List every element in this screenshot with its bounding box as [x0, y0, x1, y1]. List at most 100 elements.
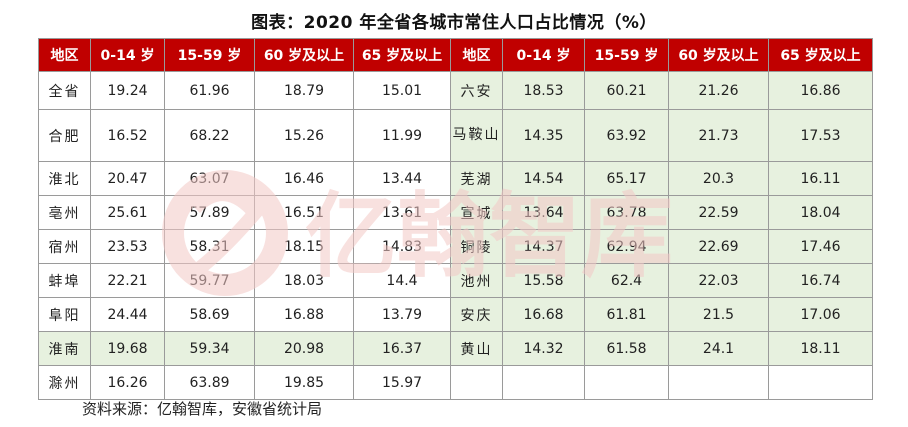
data-cell: 17.46 — [768, 229, 873, 264]
data-cell — [584, 365, 669, 400]
data-cell: 14.37 — [502, 229, 585, 264]
region-name: 马鞍山 — [450, 109, 503, 162]
column-header: 地区 — [38, 38, 91, 72]
data-cell: 22.69 — [668, 229, 769, 264]
data-cell: 61.96 — [164, 71, 255, 110]
chart-title: 图表：2020 年全省各城市常住人口占比情况（%） — [251, 13, 657, 33]
source-note: 资料来源：亿翰智库，安徽省统计局 — [82, 400, 323, 418]
table-row: 全省 19.24 61.96 18.79 15.01 六安 18.53 60.21 21.26 1… — [38, 71, 873, 110]
column-header: 15-59 岁 — [584, 38, 669, 72]
column-header: 地区 — [450, 38, 503, 72]
data-cell: 21.26 — [668, 71, 769, 110]
region-name: 铜陵 — [450, 229, 503, 264]
data-cell: 16.26 — [90, 365, 165, 400]
data-cell: 24.44 — [90, 297, 165, 332]
data-cell: 16.68 — [502, 297, 585, 332]
region-name: 宿州 — [38, 229, 91, 264]
column-header: 65 岁及以上 — [768, 38, 873, 72]
data-cell: 20.98 — [254, 331, 354, 366]
data-cell: 16.88 — [254, 297, 354, 332]
data-cell: 13.44 — [353, 161, 451, 196]
data-cell: 57.89 — [164, 195, 255, 230]
data-cell: 11.99 — [353, 109, 451, 162]
data-cell: 13.79 — [353, 297, 451, 332]
column-header: 60 岁及以上 — [668, 38, 769, 72]
data-cell: 17.06 — [768, 297, 873, 332]
data-cell: 63.07 — [164, 161, 255, 196]
table-row: 蚌埠 22.21 59.77 18.03 14.4 池州 15.58 62.4 22.03 16.… — [38, 263, 873, 298]
data-cell: 19.24 — [90, 71, 165, 110]
data-cell: 59.77 — [164, 263, 255, 298]
data-cell: 60.21 — [584, 71, 669, 110]
data-cell — [668, 365, 769, 400]
column-header: 15-59 岁 — [164, 38, 255, 72]
data-cell — [502, 365, 585, 400]
data-cell: 18.03 — [254, 263, 354, 298]
data-cell: 59.34 — [164, 331, 255, 366]
data-cell: 16.46 — [254, 161, 354, 196]
data-cell: 16.86 — [768, 71, 873, 110]
region-name: 淮南 — [38, 331, 91, 366]
data-cell: 21.73 — [668, 109, 769, 162]
data-cell: 63.92 — [584, 109, 669, 162]
data-cell: 18.04 — [768, 195, 873, 230]
data-cell: 22.59 — [668, 195, 769, 230]
column-header: 0-14 岁 — [90, 38, 165, 72]
data-cell: 15.26 — [254, 109, 354, 162]
data-cell: 61.81 — [584, 297, 669, 332]
column-header: 60 岁及以上 — [254, 38, 354, 72]
data-cell: 16.51 — [254, 195, 354, 230]
region-name: 滁州 — [38, 365, 91, 400]
data-cell: 23.53 — [90, 229, 165, 264]
data-cell: 63.89 — [164, 365, 255, 400]
data-cell: 15.97 — [353, 365, 451, 400]
table-row: 淮北 20.47 63.07 16.46 13.44 芜湖 14.54 65.17 20.3 16… — [38, 161, 873, 196]
data-cell: 18.79 — [254, 71, 354, 110]
data-cell: 16.11 — [768, 161, 873, 196]
data-cell: 21.5 — [668, 297, 769, 332]
column-header: 0-14 岁 — [502, 38, 585, 72]
data-cell: 20.3 — [668, 161, 769, 196]
region-name: 阜阳 — [38, 297, 91, 332]
region-name: 宣城 — [450, 195, 503, 230]
table-row: 宿州 23.53 58.31 18.15 14.83 铜陵 14.37 62.94 22.69 1… — [38, 229, 873, 264]
data-cell: 58.31 — [164, 229, 255, 264]
data-cell: 16.37 — [353, 331, 451, 366]
data-cell: 15.58 — [502, 263, 585, 298]
data-cell: 16.74 — [768, 263, 873, 298]
data-cell: 14.32 — [502, 331, 585, 366]
data-cell: 58.69 — [164, 297, 255, 332]
table-row: 合肥 16.52 68.22 15.26 11.99 马鞍山 14.35 63.92 21.73… — [38, 109, 873, 162]
population-table: 地区 0-14 岁 15-59 岁 60 岁及以上 65 岁及以上 地区 0-14 岁 15-… — [38, 38, 873, 400]
region-name: 芜湖 — [450, 161, 503, 196]
header-row: 地区 0-14 岁 15-59 岁 60 岁及以上 65 岁及以上 地区 0-14 岁 15-… — [38, 38, 873, 72]
region-name: 全省 — [38, 71, 91, 110]
region-name: 安庆 — [450, 297, 503, 332]
region-name: 蚌埠 — [38, 263, 91, 298]
data-cell: 13.64 — [502, 195, 585, 230]
data-cell — [768, 365, 873, 400]
column-header: 65 岁及以上 — [353, 38, 451, 72]
data-cell: 20.47 — [90, 161, 165, 196]
data-cell: 22.03 — [668, 263, 769, 298]
table-row: 淮南 19.68 59.34 20.98 16.37 黄山 14.32 61.58 24.1 18… — [38, 331, 873, 366]
data-cell: 14.83 — [353, 229, 451, 264]
data-cell: 61.58 — [584, 331, 669, 366]
data-cell: 25.61 — [90, 195, 165, 230]
data-cell: 14.54 — [502, 161, 585, 196]
data-cell: 24.1 — [668, 331, 769, 366]
data-cell: 62.94 — [584, 229, 669, 264]
region-name: 六安 — [450, 71, 503, 110]
data-cell: 68.22 — [164, 109, 255, 162]
table-row: 阜阳 24.44 58.69 16.88 13.79 安庆 16.68 61.81 21.5 17… — [38, 297, 873, 332]
region-name: 黄山 — [450, 331, 503, 366]
region-name: 亳州 — [38, 195, 91, 230]
region-name: 池州 — [450, 263, 503, 298]
data-cell: 18.11 — [768, 331, 873, 366]
data-cell: 18.53 — [502, 71, 585, 110]
table-row: 亳州 25.61 57.89 16.51 13.61 宣城 13.64 63.78 22.59 1… — [38, 195, 873, 230]
data-cell: 16.52 — [90, 109, 165, 162]
data-cell: 19.68 — [90, 331, 165, 366]
data-cell: 63.78 — [584, 195, 669, 230]
data-cell: 14.4 — [353, 263, 451, 298]
